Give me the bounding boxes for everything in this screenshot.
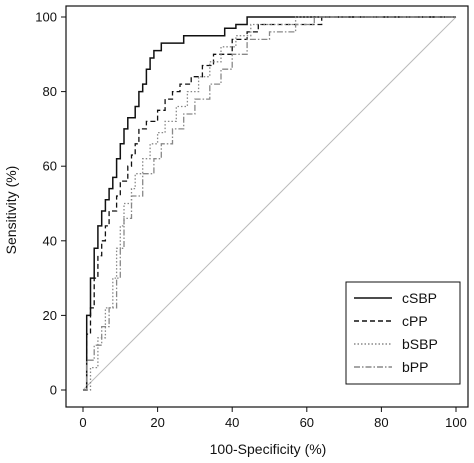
legend-label-bpp: bPP [402, 359, 428, 375]
series-line-csbp [83, 16, 456, 391]
series-line-cpp [83, 16, 456, 391]
x-tick-label: 80 [374, 415, 388, 430]
y-tick-label: 40 [43, 233, 57, 248]
y-tick-label: 80 [43, 84, 57, 99]
y-tick-label: 0 [50, 383, 57, 398]
series-line-bpp [83, 16, 456, 391]
series-line-bsbp [83, 16, 456, 391]
x-tick-label: 100 [445, 415, 467, 430]
reference-diagonal [82, 16, 457, 391]
plot-area [65, 5, 469, 408]
x-tick-label: 20 [150, 415, 164, 430]
legend: cSBP cPP bSBP bPP [345, 281, 461, 385]
x-tick-label: 40 [225, 415, 239, 430]
x-tick-label: 60 [300, 415, 314, 430]
x-axis-title: 100-Specificity (%) [210, 441, 327, 457]
y-tick-label: 60 [43, 159, 57, 174]
tick-layer: 0 20 40 60 80 100 0 20 40 60 80 100 [35, 10, 467, 431]
legend-box [345, 281, 461, 385]
y-tick-label: 100 [35, 10, 57, 25]
y-tick-label: 20 [43, 308, 57, 323]
plot-frame [65, 5, 469, 408]
legend-label-csbp: cSBP [402, 290, 437, 306]
y-axis-title: Sensitivity (%) [3, 166, 19, 255]
legend-label-cpp: cPP [402, 313, 428, 329]
legend-label-bsbp: bSBP [402, 336, 438, 352]
x-tick-label: 0 [79, 415, 86, 430]
